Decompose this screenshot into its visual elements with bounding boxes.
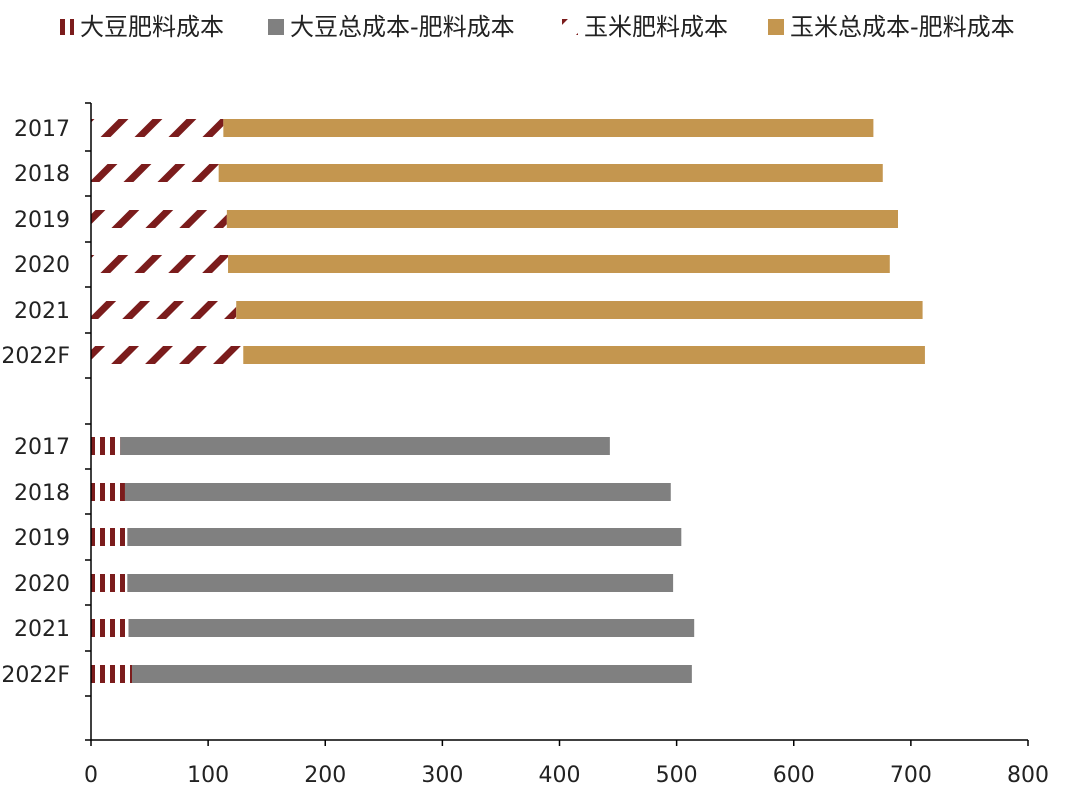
y-category-label: 2021 [14, 617, 70, 642]
bar-segment [91, 483, 125, 501]
x-tick-label: 700 [890, 763, 932, 788]
legend-swatch [768, 19, 784, 35]
bar-segment [91, 210, 227, 228]
bar-segment [127, 574, 674, 592]
x-tick-label: 400 [539, 763, 581, 788]
legend-swatch [58, 19, 74, 35]
bar-segment [91, 164, 219, 182]
y-category-label: 2020 [14, 253, 70, 278]
y-category-label: 2019 [14, 208, 70, 233]
bar-segment [226, 210, 898, 228]
axes [85, 102, 1029, 746]
x-tick-label: 800 [1007, 763, 1049, 788]
x-tick-label: 200 [304, 763, 346, 788]
labels: 0 100 200 300 400 500 600 700 800 2017 2018 2019 202… [1, 117, 1049, 788]
legend-label: 大豆总成本-肥料成本 [290, 13, 515, 41]
x-tick-label: 100 [187, 763, 229, 788]
bar-segment [223, 119, 874, 137]
x-tick-label: 500 [656, 763, 698, 788]
x-tick-label: 0 [84, 763, 98, 788]
bar-segment [127, 528, 682, 546]
y-category-label: 2019 [14, 526, 70, 551]
y-category-label: 2017 [14, 435, 70, 460]
bar-segment [91, 528, 128, 546]
bar-segment [91, 119, 224, 137]
bar-segment [91, 665, 132, 683]
bar-segment [236, 301, 923, 319]
x-tick-label: 600 [773, 763, 815, 788]
legend-swatch [268, 19, 284, 35]
bar-segment [120, 437, 610, 455]
y-category-label: 2017 [14, 117, 70, 142]
x-tick-label: 300 [421, 763, 463, 788]
legend-swatch [562, 19, 578, 35]
bar-segment [91, 301, 237, 319]
y-category-label: 2018 [14, 481, 70, 506]
bar-segment [218, 164, 883, 182]
bar-segment [91, 346, 244, 364]
y-category-label: 2022F [1, 344, 70, 369]
bar-segment [91, 437, 121, 455]
legend-label: 大豆肥料成本 [80, 13, 224, 41]
bar-segment [124, 483, 671, 501]
bar-segment [243, 346, 925, 364]
y-category-label: 2021 [14, 299, 70, 324]
legend: 大豆肥料成本 大豆总成本-肥料成本 玉米肥料成本 玉米总成本-肥料成本 [58, 13, 1015, 41]
y-category-label: 2020 [14, 572, 70, 597]
legend-label: 玉米总成本-肥料成本 [790, 13, 1015, 41]
bar-segment [91, 619, 129, 637]
bar-segment [91, 255, 229, 273]
bar-segment [131, 665, 692, 683]
y-category-label: 2018 [14, 162, 70, 187]
bar-segment [228, 255, 890, 273]
bar-segment [91, 574, 128, 592]
bar-segment [128, 619, 695, 637]
y-category-label: 2022F [1, 663, 70, 688]
bars [91, 119, 925, 683]
legend-label: 玉米肥料成本 [584, 13, 728, 41]
